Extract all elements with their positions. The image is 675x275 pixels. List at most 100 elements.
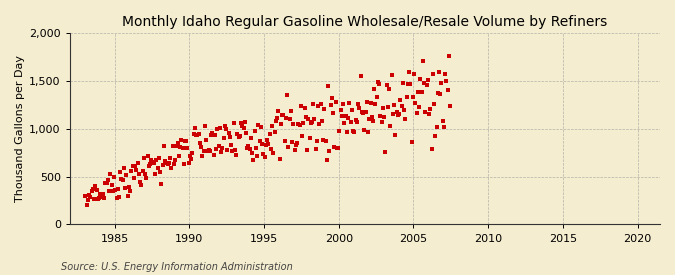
- Point: [80, 194, 90, 199]
- Point: [359, 128, 370, 132]
- Point: [84, 192, 95, 197]
- Point: [404, 70, 414, 74]
- Point: [346, 108, 357, 112]
- Point: [374, 82, 385, 86]
- Point: [386, 72, 397, 77]
- Point: [172, 141, 183, 145]
- Point: [308, 102, 319, 106]
- Point: [370, 101, 381, 106]
- Point: [321, 138, 331, 143]
- Point: [264, 131, 275, 136]
- Point: [117, 178, 128, 182]
- Point: [358, 111, 369, 115]
- Point: [228, 121, 239, 125]
- Point: [125, 189, 136, 194]
- Point: [109, 175, 119, 179]
- Point: [328, 111, 339, 115]
- Point: [144, 164, 155, 168]
- Point: [380, 149, 391, 154]
- Point: [379, 115, 389, 119]
- Point: [147, 160, 158, 164]
- Point: [253, 122, 264, 127]
- Point: [219, 123, 230, 128]
- Point: [156, 182, 167, 186]
- Point: [134, 171, 144, 176]
- Point: [279, 139, 290, 143]
- Point: [296, 104, 306, 109]
- Point: [200, 138, 211, 142]
- Point: [365, 101, 376, 105]
- Point: [287, 140, 298, 144]
- Point: [417, 59, 428, 64]
- Point: [375, 114, 386, 119]
- Point: [225, 143, 236, 147]
- Point: [85, 195, 96, 200]
- Point: [306, 120, 317, 125]
- Point: [325, 103, 336, 107]
- Point: [377, 106, 388, 110]
- Point: [258, 152, 269, 156]
- Point: [198, 148, 209, 153]
- Point: [396, 103, 407, 108]
- Point: [334, 129, 345, 134]
- Point: [424, 111, 435, 116]
- Point: [423, 78, 433, 82]
- Point: [348, 129, 358, 134]
- Point: [94, 196, 105, 200]
- Point: [221, 127, 232, 131]
- Point: [82, 198, 93, 202]
- Point: [209, 133, 220, 137]
- Point: [252, 153, 263, 158]
- Point: [441, 79, 452, 83]
- Point: [273, 108, 284, 113]
- Point: [106, 183, 117, 187]
- Point: [303, 117, 314, 122]
- Point: [383, 105, 394, 109]
- Point: [161, 161, 171, 165]
- Point: [115, 170, 126, 174]
- Point: [151, 158, 162, 163]
- Point: [171, 144, 182, 148]
- Point: [157, 163, 168, 167]
- Point: [300, 114, 311, 119]
- Point: [126, 169, 137, 173]
- Point: [240, 120, 250, 124]
- Point: [205, 148, 215, 153]
- Point: [259, 155, 270, 159]
- Point: [182, 146, 193, 150]
- Point: [345, 120, 356, 124]
- Point: [166, 166, 177, 170]
- Title: Monthly Idaho Regular Gasoline Wholesale/Resale Volume by Refiners: Monthly Idaho Regular Gasoline Wholesale…: [122, 15, 608, 29]
- Point: [272, 116, 283, 120]
- Point: [222, 148, 233, 152]
- Point: [439, 125, 450, 130]
- Point: [433, 70, 444, 74]
- Point: [216, 150, 227, 155]
- Point: [414, 104, 425, 109]
- Point: [373, 80, 383, 84]
- Point: [197, 153, 208, 158]
- Point: [333, 146, 344, 150]
- Point: [163, 161, 174, 165]
- Point: [268, 150, 279, 155]
- Point: [215, 126, 225, 130]
- Point: [165, 156, 176, 160]
- Point: [401, 95, 412, 99]
- Point: [110, 188, 121, 192]
- Point: [275, 122, 286, 126]
- Point: [248, 158, 259, 163]
- Point: [246, 136, 256, 141]
- Point: [135, 180, 146, 185]
- Point: [120, 186, 131, 190]
- Point: [289, 148, 300, 152]
- Point: [153, 156, 164, 160]
- Point: [116, 177, 127, 181]
- Point: [302, 147, 313, 152]
- Point: [433, 90, 443, 95]
- Point: [443, 54, 454, 58]
- Point: [175, 145, 186, 149]
- Point: [338, 101, 348, 106]
- Point: [128, 175, 139, 180]
- Point: [318, 138, 329, 142]
- Point: [369, 87, 379, 91]
